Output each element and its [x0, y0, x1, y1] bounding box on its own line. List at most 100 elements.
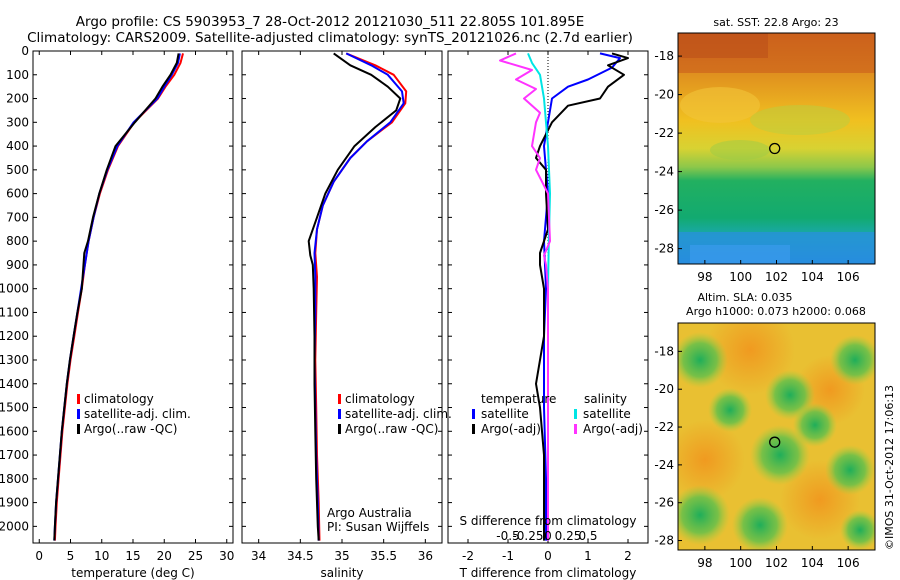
- depth-tick-label: 1200: [0, 329, 29, 343]
- difference-secondary-xtick-label: 0: [544, 529, 552, 543]
- temperature-xtick-label: 30: [219, 549, 234, 563]
- sst_map-xtick-label: 100: [729, 270, 752, 284]
- series-temperature-satellite: [543, 52, 621, 541]
- sst_map-ytick-label: -18: [654, 49, 674, 63]
- differences-xtick-label: -1: [502, 549, 514, 563]
- series-climatology: [314, 52, 408, 541]
- temperature-legend-swatch: [77, 424, 80, 434]
- depth-tick-label: 700: [6, 210, 29, 224]
- sla_map-xtick-label: 104: [801, 556, 824, 570]
- temperature-xlabel: temperature (deg C): [71, 566, 194, 580]
- legend-temperature-label: Argo(-adj): [481, 422, 541, 436]
- depth-tick-label: 500: [6, 163, 29, 177]
- series-argo-raw-qc-: [53, 53, 180, 541]
- difference-secondary-xtick-label: -0.25: [512, 529, 543, 543]
- salinity-legend-swatch: [338, 409, 341, 419]
- depth-tick-label: 1900: [0, 496, 29, 510]
- sst_map-xtick-label: 106: [837, 270, 860, 284]
- sla_map-ytick-label: -18: [654, 344, 674, 358]
- sla-heatmap: [678, 323, 875, 550]
- temperature-panel: 0 5 10 15 20 25 300100200300400500600700800900…: [0, 44, 234, 580]
- difference-secondary-xtick-label: 0.5: [578, 529, 597, 543]
- series-temperature-argo-adj-: [535, 52, 629, 541]
- difference-panel: -2 -1 0 1 2 T difference from climatology S di…: [447, 50, 649, 580]
- sla_map-ytick-label: -28: [654, 534, 674, 548]
- depth-tick-label: 200: [6, 92, 29, 106]
- difference-secondary-xtick-label: 0.25: [555, 529, 582, 543]
- temperature-xtick-label: 10: [94, 549, 109, 563]
- depth-tick-label: 0: [21, 44, 29, 58]
- temperature-legend-swatch: [77, 394, 80, 404]
- sst_map-ytick-label: -24: [654, 165, 674, 179]
- depth-tick-label: 100: [6, 68, 29, 82]
- salinity-panel: 34 34.5 35 35.5 36 salinity climatologysatelli…: [241, 50, 452, 580]
- temperature-xtick-label: 25: [188, 549, 203, 563]
- figure-title-line2: Climatology: CARS2009. Satellite-adjuste…: [27, 30, 633, 46]
- legend-temperature-title: temperature: [481, 392, 556, 406]
- temperature-legend-swatch: [77, 409, 80, 419]
- difference-secondary-xtick-label: -0.5: [496, 529, 519, 543]
- copyright-stamp: ©IMOS 31-Oct-2012 17:06:13: [883, 385, 896, 550]
- depth-tick-label: 2000: [0, 519, 29, 533]
- figure-title-line1: Argo profile: CS 5903953_7 28-Oct-2012 2…: [76, 14, 584, 30]
- temperature-legend-label: climatology: [84, 392, 154, 406]
- legend-salinity-title: salinity: [584, 392, 627, 406]
- temperature-legend-label: satellite-adj. clim.: [84, 407, 191, 421]
- depth-tick-label: 400: [6, 139, 29, 153]
- series-satellite-adj-clim-: [53, 53, 181, 541]
- sst_map-xtick-label: 98: [697, 270, 712, 284]
- temperature-xtick-label: 5: [67, 549, 75, 563]
- series-salinity-satellite: [527, 53, 551, 541]
- temperature-xtick-label: 20: [157, 549, 172, 563]
- temperature-legend-label: Argo(..raw -QC): [84, 422, 177, 436]
- series-salinity-argo-adj-: [499, 52, 551, 541]
- depth-tick-label: 800: [6, 234, 29, 248]
- sst_map-ytick-label: -26: [654, 203, 674, 217]
- depth-tick-label: 1100: [0, 305, 29, 319]
- salinity-legend-label: satellite-adj. clim.: [345, 407, 452, 421]
- depth-tick-label: 1800: [0, 472, 29, 486]
- sst_map-xtick-label: 102: [765, 270, 788, 284]
- sst_map-ytick-label: -20: [654, 88, 674, 102]
- differences-xtick-label: 2: [624, 549, 632, 563]
- depth-tick-label: 600: [6, 187, 29, 201]
- sst-argo-location-marker: [769, 142, 781, 155]
- depth-tick-label: 1000: [0, 282, 29, 296]
- legend-salinity-swatch: [574, 424, 577, 434]
- legend-salinity-label: Argo(-adj): [583, 422, 643, 436]
- sla_map-ytick-label: -20: [654, 382, 674, 396]
- differences-xtick-label: -2: [462, 549, 474, 563]
- sla-argo-location-marker: [769, 436, 781, 448]
- salinity-annotation-line2: PI: Susan Wijffels: [327, 520, 429, 534]
- salinity-xlabel: salinity: [320, 566, 363, 580]
- sla_map-ytick-label: -24: [654, 458, 674, 472]
- sst_map-ytick-label: -22: [654, 126, 674, 140]
- sla_map-xtick-label: 102: [765, 556, 788, 570]
- legend-temperature-swatch: [472, 424, 475, 434]
- sla-map-title-line1: Altim. SLA: 0.035: [697, 291, 792, 304]
- depth-tick-label: 1400: [0, 377, 29, 391]
- legend-temperature-label: satellite: [481, 407, 529, 421]
- sla_map-ytick-label: -22: [654, 420, 674, 434]
- salinity-xtick-label: 34.5: [287, 549, 314, 563]
- salinity-xtick-label: 34: [251, 549, 266, 563]
- differences-xlabel: T difference from climatology: [459, 566, 637, 580]
- temperature-xtick-label: 0: [35, 549, 43, 563]
- differences-xtick-label: 0: [544, 549, 552, 563]
- sla-map-title-line2: Argo h1000: 0.073 h2000: 0.068: [686, 305, 866, 318]
- salinity-xtick-label: 36: [418, 549, 433, 563]
- legend-temperature-swatch: [472, 409, 475, 419]
- series-climatology: [53, 53, 184, 541]
- sla-map-panel: Altim. SLA: 0.035 Argo h1000: 0.073 h200…: [654, 291, 876, 570]
- depth-tick-label: 1300: [0, 353, 29, 367]
- legend-salinity-swatch: [574, 409, 577, 419]
- depth-tick-label: 300: [6, 115, 29, 129]
- salinity-xtick-label: 35: [334, 549, 349, 563]
- temperature-xtick-label: 15: [125, 549, 140, 563]
- salinity-annotation-line1: Argo Australia: [327, 506, 412, 520]
- sst-map-title: sat. SST: 22.8 Argo: 23: [713, 16, 838, 29]
- depth-tick-label: 1600: [0, 424, 29, 438]
- salinity-legend-swatch: [338, 394, 341, 404]
- sla_map-xtick-label: 100: [729, 556, 752, 570]
